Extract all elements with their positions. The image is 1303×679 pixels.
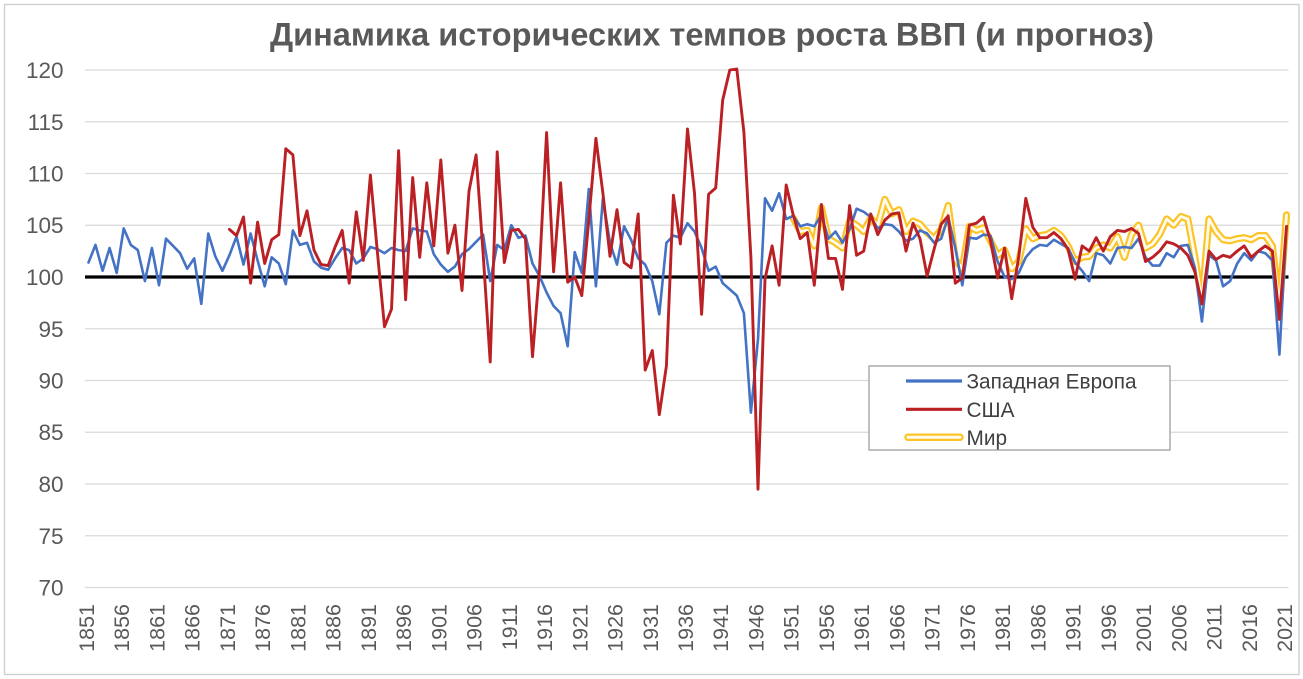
svg-text:75: 75 — [38, 524, 63, 549]
svg-text:85: 85 — [38, 420, 63, 445]
svg-text:1956: 1956 — [815, 604, 839, 652]
svg-text:1911: 1911 — [498, 604, 522, 650]
svg-text:2021: 2021 — [1273, 604, 1297, 652]
svg-text:1916: 1916 — [533, 604, 557, 652]
svg-text:1976: 1976 — [956, 604, 980, 652]
svg-text:1951: 1951 — [780, 604, 804, 652]
svg-text:1876: 1876 — [251, 604, 275, 652]
svg-text:1966: 1966 — [885, 604, 909, 652]
svg-text:2016: 2016 — [1238, 604, 1262, 652]
svg-text:1851: 1851 — [75, 604, 99, 652]
svg-text:1921: 1921 — [568, 604, 592, 652]
svg-text:100: 100 — [26, 265, 64, 290]
svg-text:2011: 2011 — [1203, 604, 1227, 650]
svg-text:1991: 1991 — [1062, 604, 1086, 652]
svg-text:70: 70 — [38, 576, 63, 601]
svg-text:1891: 1891 — [357, 604, 381, 652]
svg-text:1901: 1901 — [427, 604, 451, 652]
svg-text:1996: 1996 — [1097, 604, 1121, 652]
svg-text:1871: 1871 — [216, 604, 240, 652]
svg-text:115: 115 — [28, 110, 64, 135]
svg-text:110: 110 — [28, 162, 64, 187]
svg-text:80: 80 — [38, 472, 63, 497]
svg-text:Мир: Мир — [967, 427, 1008, 450]
svg-text:1931: 1931 — [639, 604, 663, 652]
svg-text:1856: 1856 — [110, 604, 134, 652]
svg-text:1936: 1936 — [674, 604, 698, 652]
svg-text:США: США — [967, 399, 1015, 422]
svg-text:1961: 1961 — [850, 604, 874, 652]
svg-text:1896: 1896 — [392, 604, 416, 652]
svg-text:Динамика исторических темпов р: Динамика исторических темпов роста ВВП (… — [270, 17, 1154, 53]
svg-text:90: 90 — [38, 369, 63, 394]
svg-text:2001: 2001 — [1132, 604, 1156, 652]
svg-text:1926: 1926 — [604, 604, 628, 652]
svg-text:1941: 1941 — [709, 604, 733, 652]
svg-text:1861: 1861 — [146, 604, 170, 652]
svg-text:Западная Европа: Западная Европа — [967, 371, 1137, 394]
svg-text:1971: 1971 — [921, 604, 945, 652]
svg-text:120: 120 — [26, 58, 64, 83]
svg-text:95: 95 — [38, 317, 63, 342]
svg-text:1906: 1906 — [463, 604, 487, 652]
svg-text:1881: 1881 — [286, 604, 310, 652]
svg-text:1866: 1866 — [181, 604, 205, 652]
svg-text:1946: 1946 — [745, 604, 769, 652]
svg-text:2006: 2006 — [1167, 604, 1191, 652]
svg-text:1886: 1886 — [322, 604, 346, 652]
svg-text:1986: 1986 — [1026, 604, 1050, 652]
svg-text:1981: 1981 — [991, 604, 1015, 652]
svg-text:105: 105 — [26, 213, 64, 238]
